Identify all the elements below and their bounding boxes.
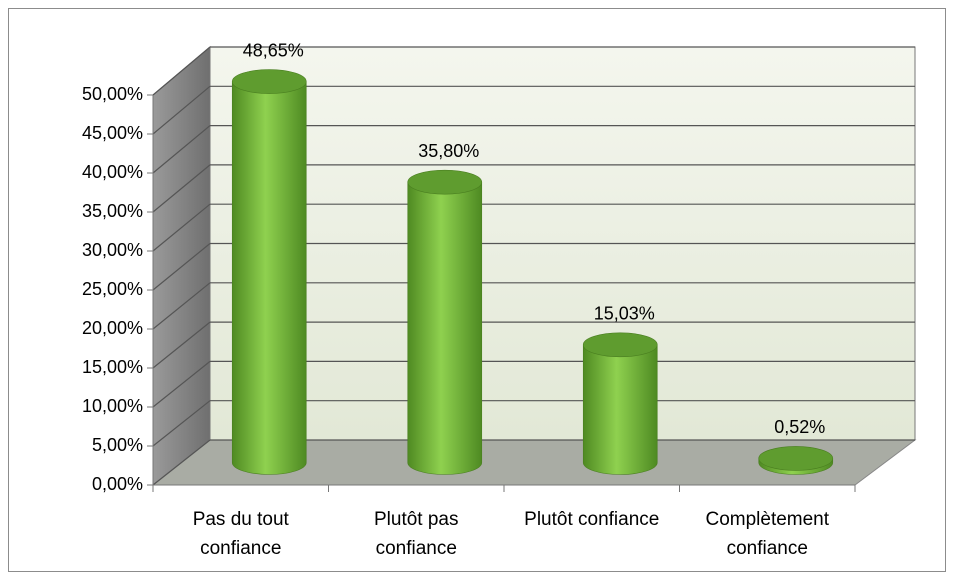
grid-line — [152, 46, 211, 96]
bar-top — [231, 69, 307, 94]
grid-line — [152, 164, 211, 213]
x-tick-label: Plutôt confiance — [524, 509, 660, 530]
value-label: 35,80% — [418, 141, 479, 161]
value-label: 0,52% — [774, 417, 825, 437]
y-tick-label: 45,00% — [82, 123, 143, 143]
grid-line — [152, 243, 211, 291]
y-tick-label: 5,00% — [92, 435, 143, 455]
y-tick-label: 50,00% — [82, 84, 143, 104]
y-tick-label: 25,00% — [82, 279, 143, 299]
bar — [582, 344, 658, 475]
grid-line — [152, 203, 211, 252]
bar — [231, 81, 307, 475]
grid-line — [152, 125, 211, 174]
bar-top — [758, 446, 834, 471]
grid-line — [152, 360, 211, 408]
value-label: 15,03% — [594, 304, 655, 324]
bar-top — [582, 332, 658, 358]
grid-line — [152, 439, 211, 486]
x-tick-label: Complètement confiance — [705, 509, 830, 559]
grid-line — [152, 321, 211, 369]
value-label: 48,65% — [243, 40, 304, 60]
x-tick-label: Pas du tout confiance — [192, 509, 289, 559]
grid-line — [152, 400, 211, 447]
y-tick-label: 40,00% — [82, 162, 143, 182]
x-tick-label: Plutôt pas confiance — [374, 509, 459, 559]
y-tick-label: 0,00% — [92, 474, 143, 494]
y-tick-label: 15,00% — [82, 357, 143, 377]
grid-line — [152, 282, 211, 330]
bar — [407, 181, 483, 475]
grid-line — [152, 85, 211, 135]
y-tick-label: 10,00% — [82, 396, 143, 416]
y-tick-label: 35,00% — [82, 201, 143, 221]
y-tick-label: 20,00% — [82, 318, 143, 338]
y-tick-label: 30,00% — [82, 240, 143, 260]
bar-top — [407, 169, 483, 195]
